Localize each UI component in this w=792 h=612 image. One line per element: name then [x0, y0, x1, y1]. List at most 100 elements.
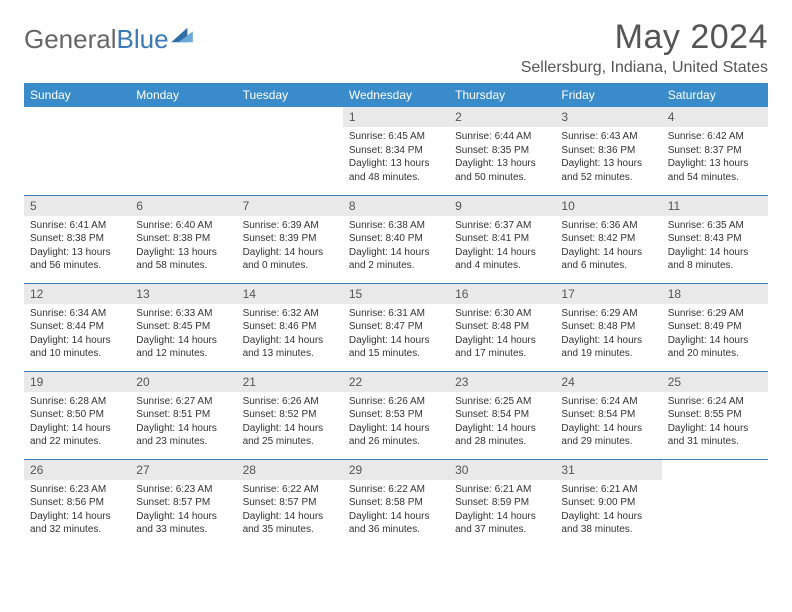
day-number: 7: [237, 196, 343, 216]
day-number: 31: [555, 460, 661, 480]
daylight-text: Daylight: 14 hours and 2 minutes.: [349, 246, 443, 273]
day-body: Sunrise: 6:30 AMSunset: 8:48 PMDaylight:…: [449, 304, 555, 365]
calendar-cell: 17Sunrise: 6:29 AMSunset: 8:48 PMDayligh…: [555, 283, 661, 371]
calendar-body: 1Sunrise: 6:45 AMSunset: 8:34 PMDaylight…: [24, 107, 768, 547]
calendar-cell: 1Sunrise: 6:45 AMSunset: 8:34 PMDaylight…: [343, 107, 449, 195]
calendar-cell: 7Sunrise: 6:39 AMSunset: 8:39 PMDaylight…: [237, 195, 343, 283]
sunrise-text: Sunrise: 6:42 AM: [668, 130, 762, 144]
day-header: Thursday: [449, 83, 555, 107]
sunrise-text: Sunrise: 6:45 AM: [349, 130, 443, 144]
calendar-cell: 29Sunrise: 6:22 AMSunset: 8:58 PMDayligh…: [343, 459, 449, 547]
day-number: 30: [449, 460, 555, 480]
day-body: Sunrise: 6:25 AMSunset: 8:54 PMDaylight:…: [449, 392, 555, 453]
day-body: Sunrise: 6:21 AMSunset: 8:59 PMDaylight:…: [449, 480, 555, 541]
day-header: Sunday: [24, 83, 130, 107]
daylight-text: Daylight: 14 hours and 37 minutes.: [455, 510, 549, 537]
day-body: Sunrise: 6:29 AMSunset: 8:49 PMDaylight:…: [662, 304, 768, 365]
day-number: 20: [130, 372, 236, 392]
calendar-week-row: 26Sunrise: 6:23 AMSunset: 8:56 PMDayligh…: [24, 459, 768, 547]
calendar-table: SundayMondayTuesdayWednesdayThursdayFrid…: [24, 83, 768, 547]
calendar-week-row: 5Sunrise: 6:41 AMSunset: 8:38 PMDaylight…: [24, 195, 768, 283]
day-number: 6: [130, 196, 236, 216]
sunrise-text: Sunrise: 6:29 AM: [668, 307, 762, 321]
day-number: 16: [449, 284, 555, 304]
calendar-week-row: 1Sunrise: 6:45 AMSunset: 8:34 PMDaylight…: [24, 107, 768, 195]
sunrise-text: Sunrise: 6:22 AM: [349, 483, 443, 497]
daylight-text: Daylight: 13 hours and 54 minutes.: [668, 157, 762, 184]
day-body: Sunrise: 6:41 AMSunset: 8:38 PMDaylight:…: [24, 216, 130, 277]
day-body: Sunrise: 6:44 AMSunset: 8:35 PMDaylight:…: [449, 127, 555, 188]
day-number: 17: [555, 284, 661, 304]
daylight-text: Daylight: 14 hours and 15 minutes.: [349, 334, 443, 361]
sunrise-text: Sunrise: 6:22 AM: [243, 483, 337, 497]
daylight-text: Daylight: 14 hours and 35 minutes.: [243, 510, 337, 537]
sunset-text: Sunset: 8:38 PM: [30, 232, 124, 246]
day-body: Sunrise: 6:42 AMSunset: 8:37 PMDaylight:…: [662, 127, 768, 188]
sunrise-text: Sunrise: 6:34 AM: [30, 307, 124, 321]
sunset-text: Sunset: 8:56 PM: [30, 496, 124, 510]
sunrise-text: Sunrise: 6:38 AM: [349, 219, 443, 233]
sunset-text: Sunset: 8:48 PM: [455, 320, 549, 334]
sunset-text: Sunset: 8:55 PM: [668, 408, 762, 422]
brand-part1: General: [24, 24, 117, 55]
sunrise-text: Sunrise: 6:39 AM: [243, 219, 337, 233]
day-body: Sunrise: 6:22 AMSunset: 8:57 PMDaylight:…: [237, 480, 343, 541]
sunrise-text: Sunrise: 6:41 AM: [30, 219, 124, 233]
sunrise-text: Sunrise: 6:32 AM: [243, 307, 337, 321]
daylight-text: Daylight: 14 hours and 32 minutes.: [30, 510, 124, 537]
brand-logo: GeneralBlue: [24, 18, 193, 55]
day-number: 13: [130, 284, 236, 304]
calendar-week-row: 19Sunrise: 6:28 AMSunset: 8:50 PMDayligh…: [24, 371, 768, 459]
sunrise-text: Sunrise: 6:37 AM: [455, 219, 549, 233]
logo-triangle-icon: [171, 26, 193, 44]
sunset-text: Sunset: 8:37 PM: [668, 144, 762, 158]
calendar-cell: 26Sunrise: 6:23 AMSunset: 8:56 PMDayligh…: [24, 459, 130, 547]
daylight-text: Daylight: 14 hours and 19 minutes.: [561, 334, 655, 361]
calendar-cell: 2Sunrise: 6:44 AMSunset: 8:35 PMDaylight…: [449, 107, 555, 195]
daylight-text: Daylight: 13 hours and 56 minutes.: [30, 246, 124, 273]
sunrise-text: Sunrise: 6:43 AM: [561, 130, 655, 144]
daylight-text: Daylight: 14 hours and 17 minutes.: [455, 334, 549, 361]
daylight-text: Daylight: 14 hours and 0 minutes.: [243, 246, 337, 273]
day-body: Sunrise: 6:37 AMSunset: 8:41 PMDaylight:…: [449, 216, 555, 277]
sunrise-text: Sunrise: 6:40 AM: [136, 219, 230, 233]
sunrise-text: Sunrise: 6:21 AM: [455, 483, 549, 497]
calendar-cell: 4Sunrise: 6:42 AMSunset: 8:37 PMDaylight…: [662, 107, 768, 195]
calendar-cell: 15Sunrise: 6:31 AMSunset: 8:47 PMDayligh…: [343, 283, 449, 371]
daylight-text: Daylight: 13 hours and 58 minutes.: [136, 246, 230, 273]
daylight-text: Daylight: 14 hours and 6 minutes.: [561, 246, 655, 273]
brand-part2: Blue: [117, 24, 169, 55]
daylight-text: Daylight: 14 hours and 31 minutes.: [668, 422, 762, 449]
day-number: 2: [449, 107, 555, 127]
day-number: 1: [343, 107, 449, 127]
calendar-cell: 18Sunrise: 6:29 AMSunset: 8:49 PMDayligh…: [662, 283, 768, 371]
day-body: Sunrise: 6:35 AMSunset: 8:43 PMDaylight:…: [662, 216, 768, 277]
sunrise-text: Sunrise: 6:24 AM: [561, 395, 655, 409]
daylight-text: Daylight: 14 hours and 29 minutes.: [561, 422, 655, 449]
day-body: Sunrise: 6:33 AMSunset: 8:45 PMDaylight:…: [130, 304, 236, 365]
daylight-text: Daylight: 13 hours and 52 minutes.: [561, 157, 655, 184]
day-number: 26: [24, 460, 130, 480]
calendar-cell: [130, 107, 236, 195]
day-body: Sunrise: 6:45 AMSunset: 8:34 PMDaylight:…: [343, 127, 449, 188]
calendar-cell: 28Sunrise: 6:22 AMSunset: 8:57 PMDayligh…: [237, 459, 343, 547]
calendar-cell: [237, 107, 343, 195]
day-header: Saturday: [662, 83, 768, 107]
calendar-cell: 30Sunrise: 6:21 AMSunset: 8:59 PMDayligh…: [449, 459, 555, 547]
month-title: May 2024: [521, 18, 768, 57]
day-number: 27: [130, 460, 236, 480]
calendar-cell: 16Sunrise: 6:30 AMSunset: 8:48 PMDayligh…: [449, 283, 555, 371]
daylight-text: Daylight: 14 hours and 20 minutes.: [668, 334, 762, 361]
calendar-cell: 19Sunrise: 6:28 AMSunset: 8:50 PMDayligh…: [24, 371, 130, 459]
day-number: 24: [555, 372, 661, 392]
daylight-text: Daylight: 14 hours and 26 minutes.: [349, 422, 443, 449]
sunset-text: Sunset: 8:48 PM: [561, 320, 655, 334]
sunset-text: Sunset: 8:54 PM: [455, 408, 549, 422]
sunrise-text: Sunrise: 6:21 AM: [561, 483, 655, 497]
sunrise-text: Sunrise: 6:25 AM: [455, 395, 549, 409]
sunset-text: Sunset: 8:52 PM: [243, 408, 337, 422]
sunset-text: Sunset: 8:50 PM: [30, 408, 124, 422]
calendar-cell: 6Sunrise: 6:40 AMSunset: 8:38 PMDaylight…: [130, 195, 236, 283]
day-body: Sunrise: 6:38 AMSunset: 8:40 PMDaylight:…: [343, 216, 449, 277]
sunset-text: Sunset: 8:57 PM: [136, 496, 230, 510]
